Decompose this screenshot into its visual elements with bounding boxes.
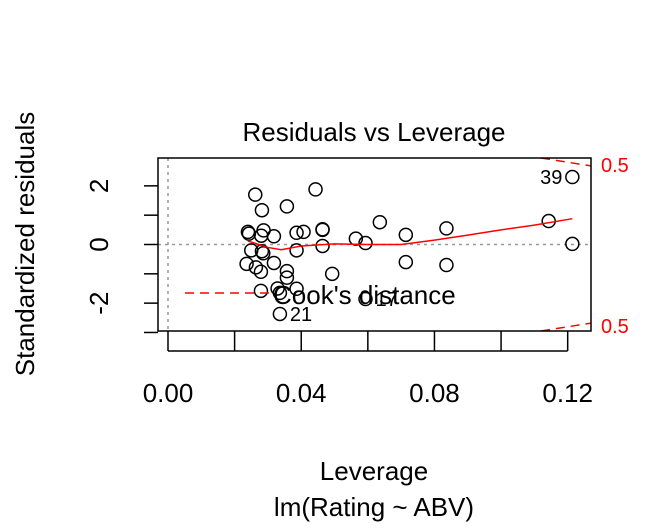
data-point (248, 187, 263, 202)
data-point (289, 225, 304, 241)
data-point (372, 214, 388, 230)
data-point (358, 291, 373, 307)
data-point (324, 266, 340, 282)
data-point (272, 285, 288, 301)
y-tick-label: 0 (84, 237, 114, 251)
data-point (308, 182, 323, 197)
data-point (289, 243, 304, 258)
point-labels: 39 21 17 (290, 167, 562, 326)
data-point (439, 221, 454, 236)
data-point (315, 238, 330, 254)
point-label: 21 (290, 304, 312, 326)
data-point (565, 236, 580, 252)
y-axis: -2 0 2 (84, 179, 158, 334)
x-axis-label: Leverage (320, 456, 428, 486)
data-point (272, 306, 288, 322)
data-point (248, 260, 264, 275)
data-point (279, 199, 295, 214)
legend-label: Cook's distance (273, 280, 456, 310)
data-point (279, 270, 295, 285)
data-points (239, 169, 580, 322)
data-point (565, 169, 580, 185)
data-point (239, 256, 254, 272)
data-point (398, 254, 414, 270)
data-point (296, 224, 311, 240)
data-point (256, 246, 271, 261)
x-axis-sublabel: lm(Rating ~ ABV) (274, 492, 474, 522)
data-point (254, 202, 270, 218)
data-point (541, 213, 556, 229)
data-point (439, 257, 454, 273)
data-point (289, 281, 304, 297)
x-tick-label: 0.04 (276, 378, 327, 408)
x-axis: 0.00 0.04 0.08 0.12 (143, 331, 593, 408)
x-tick-label: 0.08 (409, 378, 460, 408)
x-tick-label: 0.00 (143, 378, 194, 408)
y-tick-label: -2 (84, 292, 114, 315)
cooks-upper-line (540, 157, 592, 167)
smooth-fit-line (247, 217, 573, 251)
data-point (266, 255, 282, 271)
data-point (253, 283, 269, 299)
point-label: 17 (376, 289, 398, 311)
data-point (315, 222, 330, 237)
data-point (266, 229, 282, 244)
cooks-lower-line (540, 322, 592, 332)
data-point (253, 264, 269, 280)
chart-title: Residuals vs Leverage (242, 117, 505, 147)
x-tick-label: 0.12 (542, 378, 593, 408)
data-point (358, 235, 373, 251)
data-point (348, 231, 364, 246)
cooks-lower-label: 0.5 (601, 316, 629, 338)
data-point (279, 263, 295, 279)
y-axis-label: Standardized residuals (10, 112, 40, 377)
y-tick-label: 2 (84, 179, 114, 193)
point-label: 39 (540, 167, 562, 189)
data-point (398, 227, 414, 243)
cooks-upper-label: 0.5 (601, 155, 629, 177)
